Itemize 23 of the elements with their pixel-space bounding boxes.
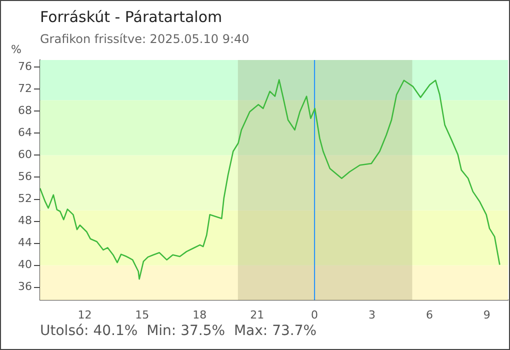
x-tick-label: 6	[426, 308, 433, 322]
y-tick-label: 72	[18, 82, 32, 96]
x-tick-label: 21	[250, 308, 264, 322]
x-tick-label: 18	[192, 308, 207, 322]
chart-subtitle: Grafikon frissítve: 2025.05.10 9:40	[40, 32, 250, 46]
x-tick-label: 3	[368, 308, 376, 322]
y-tick-label: 56	[18, 170, 32, 184]
chart-title: Forráskút - Páratartalom	[40, 8, 222, 26]
text: Utolsó: 40.1% Min: 37.5% Max: 73.7%	[40, 323, 317, 339]
y-tick-label: 40	[18, 258, 32, 272]
x-tick-label: 0	[311, 308, 318, 322]
y-tick-label: 52	[18, 192, 32, 206]
y-tick-label: 60	[18, 148, 32, 162]
y-tick-label: 44	[18, 236, 32, 250]
y-tick-label: 36	[18, 280, 32, 294]
y-tick-label: 64	[18, 126, 32, 140]
y-tick-label: 76	[18, 60, 32, 74]
y-axis-title: %	[11, 43, 22, 56]
x-tick-label: 9	[483, 308, 490, 322]
x-tick-label: 15	[135, 308, 150, 322]
y-tick-label: 68	[18, 104, 32, 118]
y-tick-label: 48	[18, 214, 32, 228]
x-tick-label: 12	[78, 308, 92, 322]
